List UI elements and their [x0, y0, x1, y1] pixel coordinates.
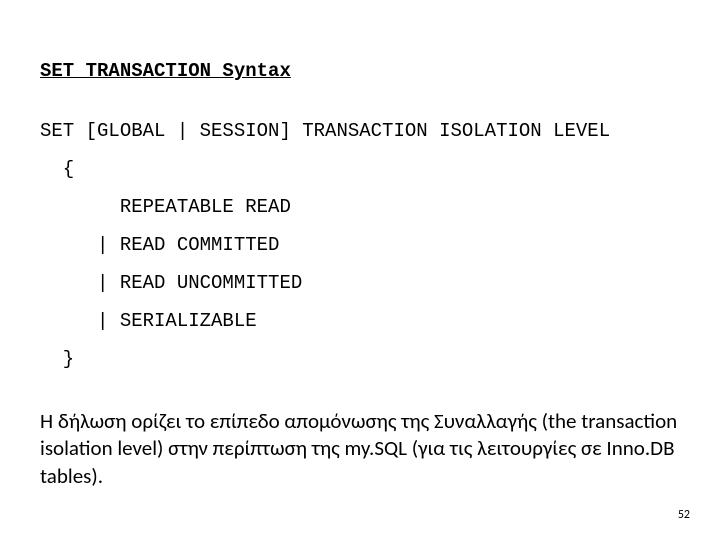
code-line-6: | SERIALIZABLE: [40, 310, 257, 332]
code-line-3: REPEATABLE READ: [40, 196, 291, 218]
code-line-5: | READ UNCOMMITTED: [40, 272, 302, 294]
code-line-1: SET [GLOBAL | SESSION] TRANSACTION ISOLA…: [40, 120, 610, 142]
code-block: SET [GLOBAL | SESSION] TRANSACTION ISOLA…: [40, 112, 680, 378]
code-line-2: {: [40, 158, 74, 180]
code-line-4: | READ COMMITTED: [40, 234, 279, 256]
syntax-heading: SET TRANSACTION Syntax: [40, 60, 680, 82]
description-text: Η δήλωση ορίζει το επίπεδο απομόνωσης τη…: [40, 408, 680, 490]
code-line-7: }: [40, 348, 74, 370]
page-number: 52: [678, 508, 690, 522]
